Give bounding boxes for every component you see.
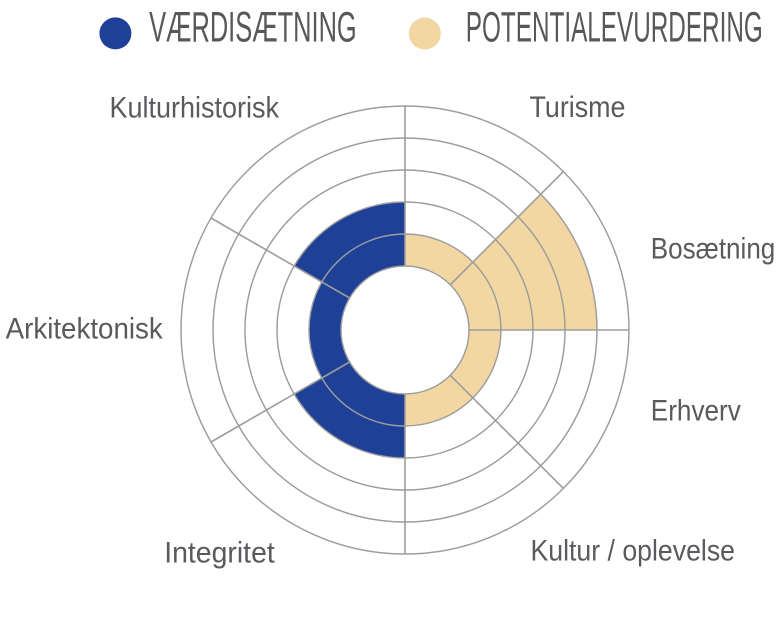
svg-text:Kultur / oplevelse: Kultur / oplevelse <box>531 535 736 568</box>
svg-text:VÆRDISÆTNING: VÆRDISÆTNING <box>149 4 357 52</box>
svg-text:Erhverv: Erhverv <box>651 395 741 428</box>
svg-text:Arkitektonisk: Arkitektonisk <box>6 313 164 346</box>
svg-text:Kulturhistorisk: Kulturhistorisk <box>110 92 280 125</box>
svg-text:Integritet: Integritet <box>164 537 275 570</box>
svg-text:Bosætning: Bosætning <box>651 233 776 266</box>
svg-text:Turisme: Turisme <box>530 91 626 124</box>
svg-text:POTENTIALEVURDERING: POTENTIALEVURDERING <box>466 4 763 52</box>
